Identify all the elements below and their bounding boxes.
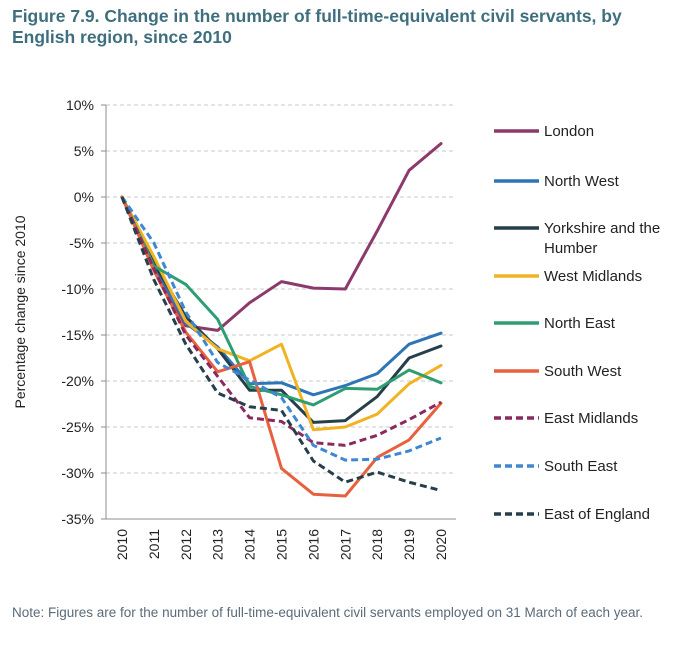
axes — [101, 104, 456, 520]
legend: London North West Yorkshire and the Humber W… — [494, 123, 660, 523]
series-lines — [120, 142, 443, 498]
x-tick-label: 2019 — [401, 529, 417, 560]
x-tick-label: 2018 — [369, 529, 385, 560]
series-line-east-of-england — [120, 196, 442, 492]
legend-label: North East — [544, 315, 616, 332]
y-tick-label: 5% — [74, 143, 94, 159]
legend-label: South West — [544, 363, 622, 380]
y-tick-label: 0% — [74, 189, 94, 205]
y-axis-label: Percentage change since 2010 — [12, 215, 28, 408]
legend-label: Yorkshire and the — [544, 220, 660, 237]
x-tick-label: 2016 — [305, 529, 321, 560]
y-tick-label: -10% — [61, 281, 94, 297]
y-tick-label: 10% — [66, 97, 94, 113]
y-tick-labels: 10% 5% 0% -5% -10% -15% -20% -25% -30% -35% — [61, 97, 94, 527]
legend-label: Humber — [544, 240, 597, 257]
legend-label: East Midlands — [544, 410, 638, 427]
y-tick-label: -5% — [69, 235, 94, 251]
x-tick-label: 2013 — [210, 529, 226, 560]
x-tick-label: 2017 — [337, 529, 353, 560]
x-tick-label: 2010 — [114, 529, 130, 560]
legend-label: South East — [544, 458, 618, 475]
line-chart: 10%5%0%-5%-10%-15%-20%-25%-30%-35% 2010 2… — [12, 97, 660, 560]
legend-label: London — [544, 123, 594, 140]
x-tick-label: 2015 — [274, 529, 290, 560]
y-tick-label: -25% — [61, 419, 94, 435]
series-line-north-east — [120, 195, 443, 407]
x-tick-label: 2014 — [242, 529, 258, 560]
series-line-east-midlands — [120, 196, 442, 447]
y-tick-label: -15% — [61, 327, 94, 343]
legend-label: East of England — [544, 506, 650, 523]
y-tick-label: -30% — [61, 465, 94, 481]
figure-note: Note: Figures are for the number of full… — [12, 605, 644, 620]
legend-label: West Midlands — [544, 268, 642, 285]
y-tick-label: -20% — [61, 373, 94, 389]
figure-title: Figure 7.9. Change in the number of full… — [12, 6, 622, 47]
series-line-north-west — [120, 195, 443, 397]
x-tick-labels: 2010 2011 2012 2013 2014 2015 2016 2017 2018 2019… — [114, 529, 449, 560]
series-line-west-midlands — [120, 195, 443, 432]
legend-label: North West — [544, 173, 620, 190]
x-tick-label: 2011 — [146, 529, 162, 559]
x-tick-label: 2020 — [433, 529, 449, 560]
series-line-south-east — [120, 196, 442, 462]
y-tick-label: -35% — [61, 511, 94, 527]
x-tick-label: 2012 — [178, 529, 194, 560]
